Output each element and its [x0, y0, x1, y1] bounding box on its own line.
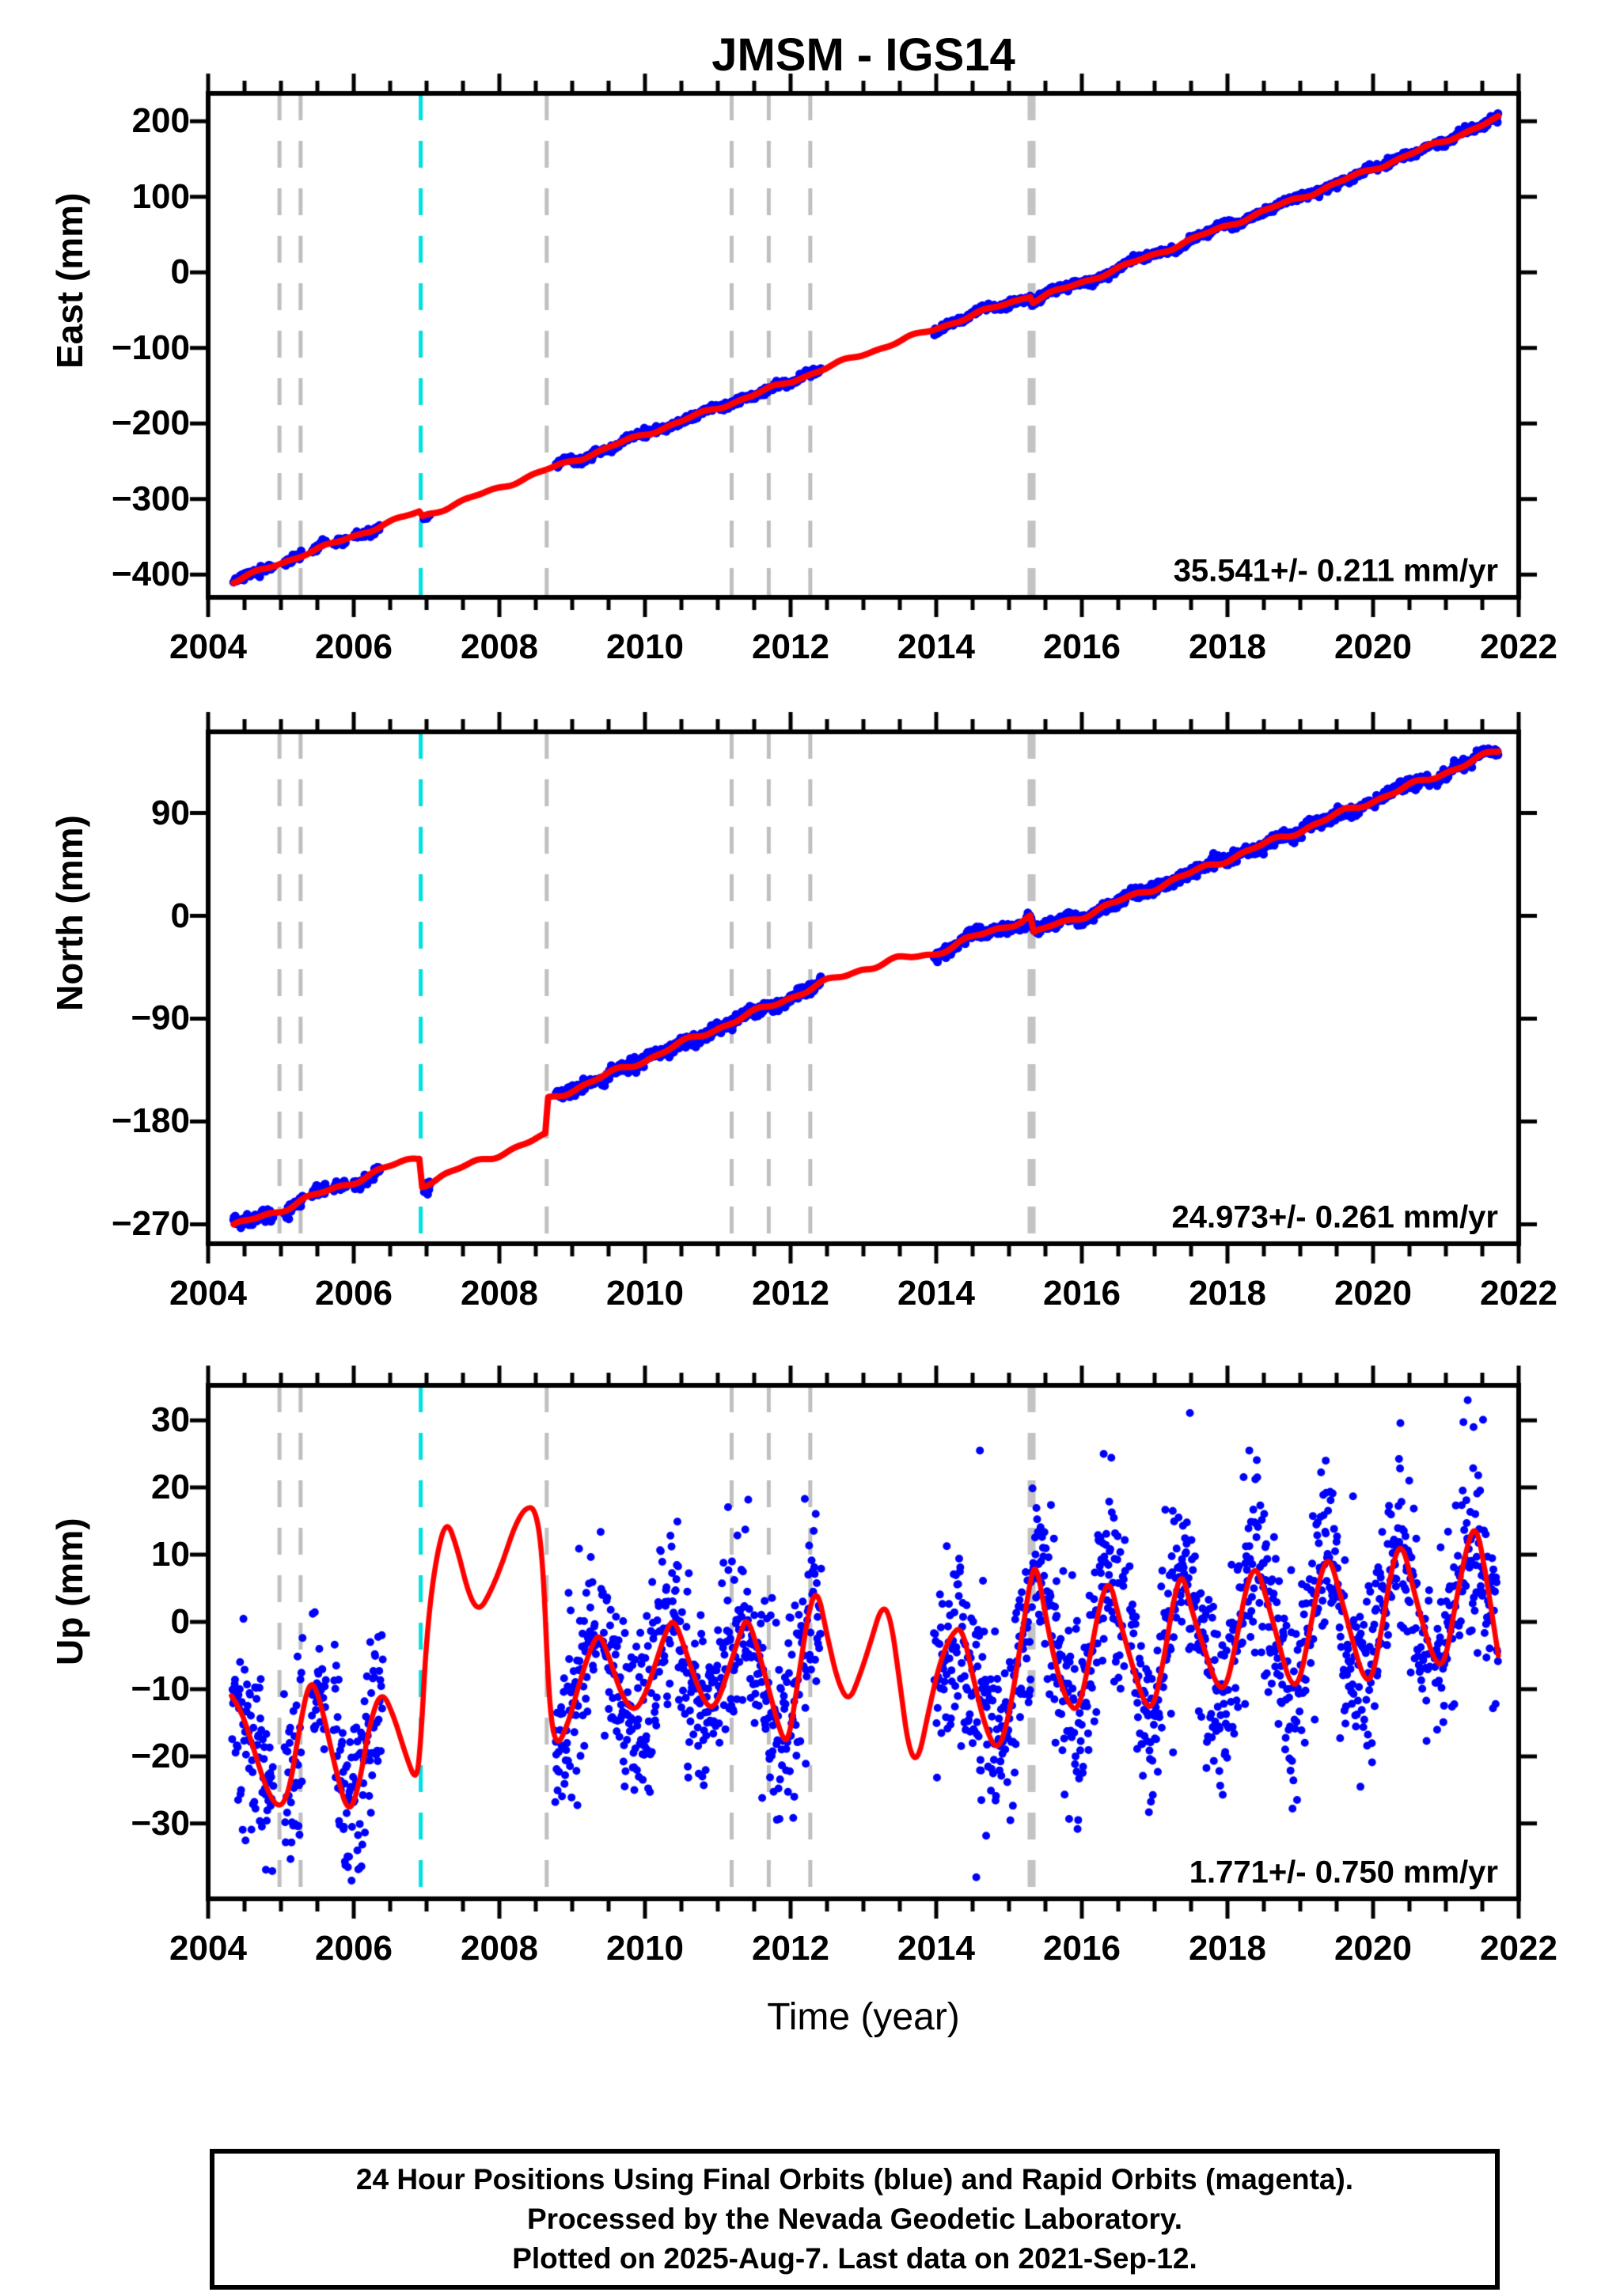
east-x-tick-label: 2004 [169, 627, 247, 666]
up-y-tick-label: −30 [131, 1803, 190, 1843]
up-x-tick-label: 2004 [169, 1929, 247, 1968]
east-rate-annotation: 35.541+/- 0.211 mm/yr [1173, 553, 1498, 589]
east-axis-label: East (mm) [48, 193, 91, 369]
up-y-tick-label: 10 [151, 1535, 190, 1574]
north-x-tick-label: 2022 [1480, 1274, 1557, 1313]
east-x-tick-label: 2016 [1043, 627, 1121, 666]
north-x-tick-label: 2010 [606, 1274, 684, 1313]
east-x-tick-label: 2008 [461, 627, 538, 666]
north-y-tick-label: 90 [151, 793, 190, 832]
north-y-tick-label: −270 [111, 1204, 190, 1244]
up-x-tick-label: 2008 [461, 1929, 538, 1968]
north-y-tick-label: −90 [131, 998, 190, 1038]
north-x-tick-label: 2008 [461, 1274, 538, 1313]
north-x-tick-label: 2020 [1334, 1274, 1412, 1313]
east-y-tick-label: −400 [111, 555, 190, 594]
east-x-tick-label: 2014 [897, 627, 975, 666]
east-x-tick-label: 2022 [1480, 627, 1557, 666]
up-x-tick-label: 2016 [1043, 1929, 1121, 1968]
north-x-tick-label: 2014 [897, 1274, 975, 1313]
up-x-tick-label: 2006 [315, 1929, 393, 1968]
up-x-tick-label: 2022 [1480, 1929, 1557, 1968]
north-x-tick-label: 2018 [1189, 1274, 1266, 1313]
footer-line-plotted: Plotted on 2025-Aug-7. Last data on 2021… [512, 2242, 1197, 2275]
east-x-tick-label: 2012 [752, 627, 829, 666]
up-y-tick-label: 20 [151, 1468, 190, 1507]
up-x-tick-label: 2018 [1189, 1929, 1266, 1968]
page-title: JMSM - IGS14 [711, 29, 1015, 81]
north-x-tick-label: 2006 [315, 1274, 393, 1313]
up-x-tick-label: 2014 [897, 1929, 975, 1968]
up-y-tick-label: −20 [131, 1736, 190, 1775]
up-axis-label: Up (mm) [48, 1517, 91, 1665]
east-x-tick-label: 2018 [1189, 627, 1266, 666]
up-x-tick-label: 2010 [606, 1929, 684, 1968]
north-x-tick-label: 2012 [752, 1274, 829, 1313]
up-x-tick-label: 2020 [1334, 1929, 1412, 1968]
up-y-tick-label: 30 [151, 1400, 190, 1440]
east-y-tick-label: 200 [131, 101, 190, 141]
east-x-tick-label: 2010 [606, 627, 684, 666]
up-y-tick-label: −10 [131, 1669, 190, 1708]
footer-note-box: 24 Hour Positions Using Final Orbits (bl… [210, 2149, 1500, 2290]
east-y-tick-label: −200 [111, 404, 190, 443]
east-y-tick-label: 100 [131, 176, 190, 216]
east-x-tick-label: 2020 [1334, 627, 1412, 666]
north-y-tick-label: 0 [170, 896, 190, 935]
up-y-tick-label: 0 [170, 1602, 190, 1642]
north-y-tick-label: −180 [111, 1101, 190, 1141]
up-rate-annotation: 1.771+/- 0.750 mm/yr [1189, 1855, 1498, 1890]
north-x-tick-label: 2004 [169, 1274, 247, 1313]
north-x-tick-label: 2016 [1043, 1274, 1121, 1313]
east-y-tick-label: −300 [111, 479, 190, 518]
up-x-tick-label: 2012 [752, 1929, 829, 1968]
east-y-tick-label: −100 [111, 328, 190, 367]
east-y-tick-label: 0 [170, 252, 190, 292]
footer-line-orbits: 24 Hour Positions Using Final Orbits (bl… [355, 2163, 1354, 2196]
time-axis-label: Time (year) [767, 1996, 960, 2038]
footer-line-processed: Processed by the Nevada Geodetic Laborat… [527, 2203, 1182, 2235]
north-rate-annotation: 24.973+/- 0.261 mm/yr [1171, 1199, 1498, 1235]
east-x-tick-label: 2006 [315, 627, 393, 666]
north-axis-label: North (mm) [48, 815, 91, 1011]
